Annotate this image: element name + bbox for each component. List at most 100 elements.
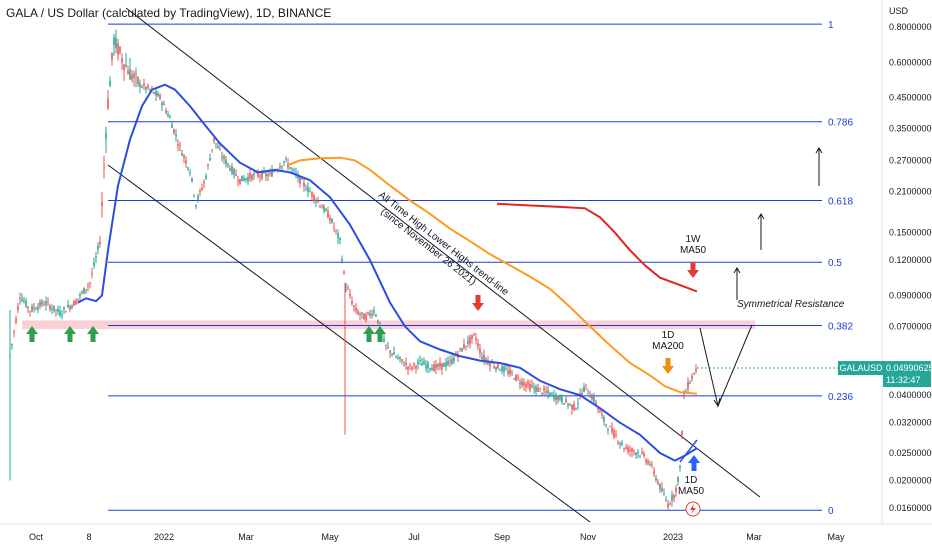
candle-body [185,160,187,164]
candle-body [515,374,517,381]
candle-body [631,448,633,452]
candle-body [363,313,365,320]
candle-body [133,73,135,78]
candle-body [281,165,283,167]
candle-body [81,291,83,293]
candle-body [353,305,355,307]
projection-arrowhead [713,397,721,408]
candle-body [471,334,473,339]
candle-body [131,74,133,80]
candle-body [433,364,435,371]
y-tick-label: 0.07000000 [889,321,932,331]
candle-body [517,377,519,379]
candle-body [357,311,359,315]
candle-body [453,357,455,361]
candle-body [673,494,675,499]
candle-body [39,301,41,307]
candle-body [221,156,223,158]
red-down-arrow [472,295,484,311]
y-axis-unit: USD [889,6,909,16]
candle-body [147,85,149,88]
y-tick-label: 0.21000000 [889,186,932,196]
channel-lower [107,164,591,523]
ma50-label: 1D MA50 [678,475,705,497]
candle-body [329,217,331,221]
bolt-glyph [690,504,696,514]
candle-body [649,464,651,466]
candle-body [205,175,207,179]
candle-body [429,368,431,370]
candle-body [333,226,335,228]
candle-body [321,207,323,209]
candle-body [685,390,687,392]
candle-body [651,464,653,466]
candle-body [273,171,275,173]
green-up-arrow [87,326,99,342]
y-tick-label: 0.02000000 [889,475,932,485]
candle-body [565,398,567,403]
candle-body [287,163,289,168]
candle-body [193,195,195,197]
candle-body [247,176,249,181]
candle-body [343,271,345,274]
candle-body [519,383,521,385]
candle-body [567,404,569,406]
candle-body [13,331,15,333]
candle-body [195,204,197,207]
candle-body [347,288,349,290]
candle-body [153,92,155,94]
candle-body [139,83,141,88]
candle-body [411,367,413,369]
candle-body [241,175,243,181]
candle-body [55,309,57,311]
candle-body [443,363,445,367]
ma50-1w-line [496,202,698,293]
candle-body [395,356,397,358]
candle-body [125,64,127,67]
candle-body [245,178,247,180]
candle-body [237,180,239,182]
target-arrowhead [733,267,741,274]
candle-body [163,103,165,106]
candle-body [37,306,39,310]
candle-body [691,376,693,379]
fib-label: 0.236 [828,392,853,403]
candle-body [71,305,73,308]
w-ma50-label-line: MA50 [680,245,707,256]
candle-body [585,384,587,386]
candle-body [345,286,347,288]
y-tick-label: 0.27000000 [889,155,932,165]
candle-body [317,200,319,202]
y-tick-label: 0.35000000 [889,124,932,134]
candle-body [251,174,253,180]
symbol-label: GALAUSD [839,363,883,373]
y-tick-label: 0.04000000 [889,390,932,400]
candle-body [117,43,119,55]
green-up-arrow [374,326,386,342]
trendline-label-line: (since November 26 2021) [378,207,478,288]
fib-label: 0.786 [828,118,853,129]
chart-title: GALA / US Dollar (calculated by TradingV… [6,6,332,20]
candle-body [633,451,635,453]
candle-body [285,158,287,160]
candle-body [351,301,353,305]
candle-body [77,298,79,300]
candle-body [541,393,543,395]
candle-body [89,282,91,284]
candle-body [427,362,429,368]
candle-body [53,305,55,311]
candle-body [549,393,551,397]
candle-body [189,171,191,174]
candle-body [73,301,75,306]
candle-body [175,134,177,137]
candle-body [371,314,373,316]
candle-body [647,460,649,464]
y-tick-label: 0.01600000 [889,503,932,513]
candle-body [533,386,535,389]
x-tick-label: Jul [408,532,420,542]
candle-body [499,370,501,372]
x-tick-label: Mar [238,532,254,542]
candle-body [621,442,623,445]
